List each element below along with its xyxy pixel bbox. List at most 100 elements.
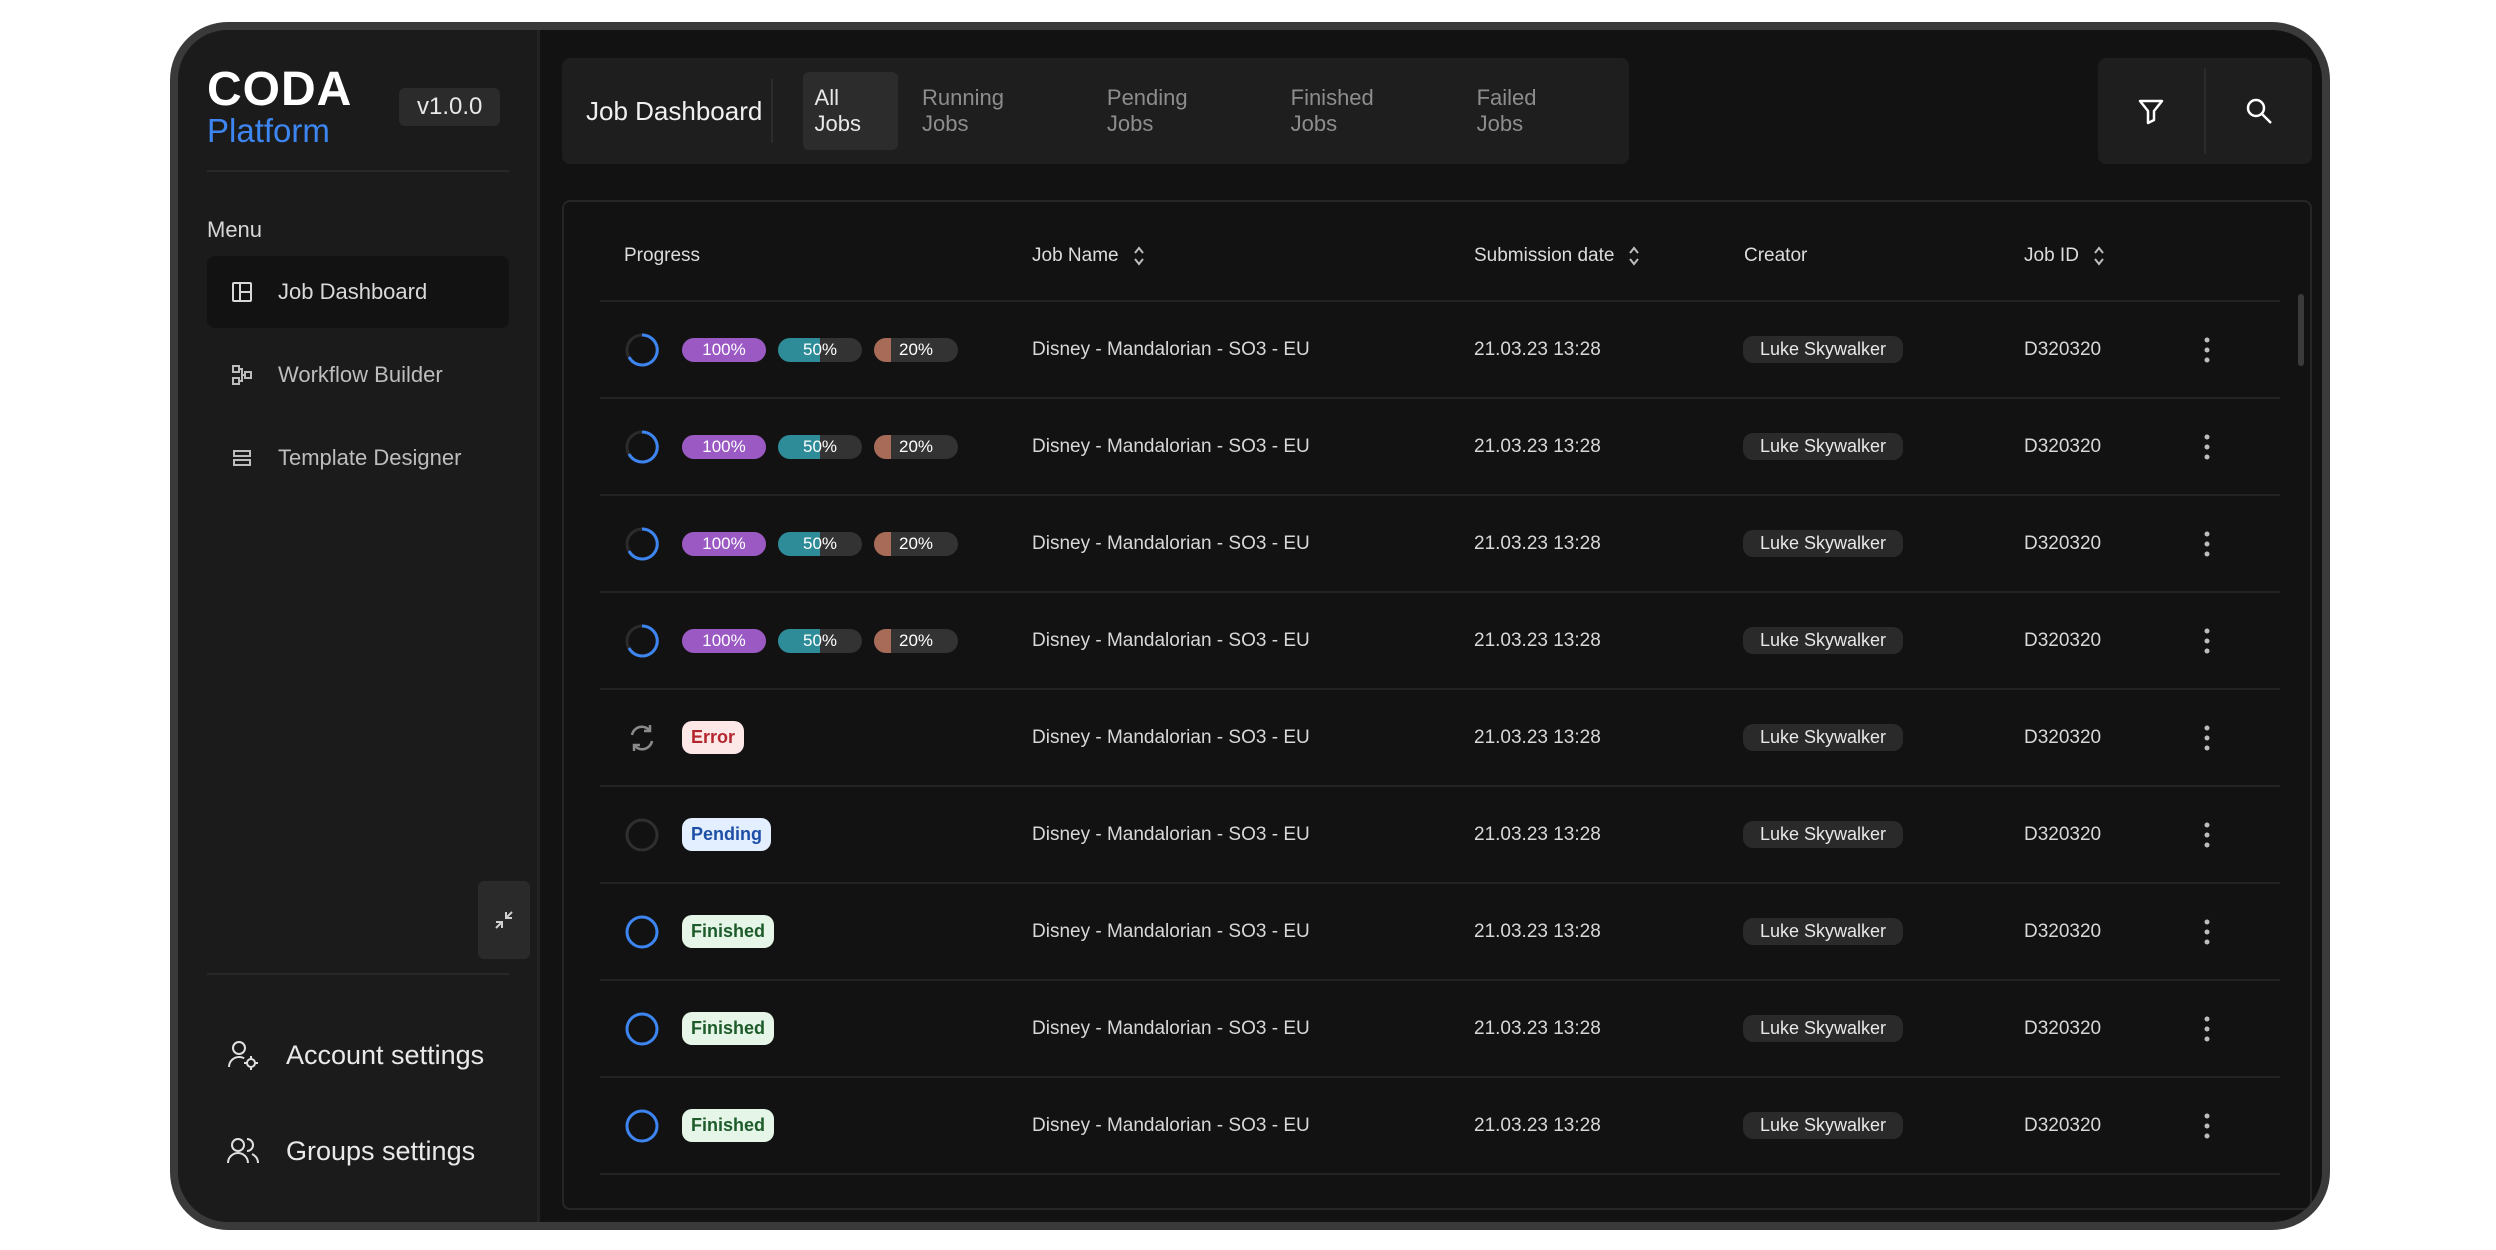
collapse-icon bbox=[495, 911, 513, 929]
table-row[interactable]: 100% 50% 20% Disney - Mandalorian - SO3 … bbox=[600, 302, 2280, 399]
sort-icon[interactable] bbox=[1133, 245, 1145, 267]
row-menu-button[interactable] bbox=[2202, 496, 2212, 591]
progress-value: 50% bbox=[802, 339, 838, 359]
progress-value: 100% bbox=[702, 436, 746, 456]
user-gear-icon bbox=[228, 1041, 258, 1070]
jobs-table: Progress Job Name Submission date Creato… bbox=[562, 200, 2312, 1210]
row-menu-button[interactable] bbox=[2202, 1078, 2212, 1173]
job-id-cell: D320320 bbox=[2024, 1114, 2102, 1136]
column-header-submission-date[interactable]: Submission date bbox=[1474, 245, 1640, 267]
row-menu-button[interactable] bbox=[2202, 399, 2212, 494]
more-vertical-icon bbox=[2204, 337, 2210, 362]
table-row[interactable]: 100% 50% 20% Disney - Mandalorian - SO3 … bbox=[600, 496, 2280, 593]
column-label: Creator bbox=[1744, 245, 1808, 266]
more-vertical-icon bbox=[2204, 434, 2210, 459]
creator-chip: Luke Skywalker bbox=[1743, 1015, 1904, 1042]
table-row[interactable]: Error Disney - Mandalorian - SO3 - EU 21… bbox=[600, 690, 2280, 787]
table-row[interactable]: Finished Disney - Mandalorian - SO3 - EU… bbox=[600, 884, 2280, 981]
account-settings-link[interactable]: Account settings bbox=[226, 1038, 484, 1072]
progress-cell: 100% 50% 20% bbox=[624, 302, 958, 397]
creator-chip: Luke Skywalker bbox=[1743, 530, 1904, 557]
status-badge-finished: Finished bbox=[682, 1012, 775, 1045]
row-menu-button[interactable] bbox=[2202, 302, 2212, 397]
column-label: Submission date bbox=[1474, 245, 1615, 266]
creator-chip: Luke Skywalker bbox=[1743, 821, 1904, 848]
progress-pill-3: 20% bbox=[874, 531, 958, 556]
tab-failed-jobs[interactable]: Failed Jobs bbox=[1476, 85, 1537, 136]
column-header-progress: Progress bbox=[624, 245, 700, 267]
brand-subname: Platform bbox=[207, 112, 330, 149]
row-menu-button[interactable] bbox=[2202, 884, 2212, 979]
progress-fill bbox=[874, 337, 891, 362]
progress-fill bbox=[778, 628, 820, 653]
row-menu-button[interactable] bbox=[2202, 690, 2212, 785]
collapse-sidebar-button[interactable] bbox=[478, 881, 530, 959]
submission-date-cell: 21.03.23 13:28 bbox=[1474, 1114, 1601, 1136]
sort-icon[interactable] bbox=[1628, 245, 1640, 267]
account-settings-label: Account settings bbox=[286, 1039, 485, 1070]
sidebar-item-workflow-builder[interactable]: Workflow Builder bbox=[207, 339, 509, 411]
sidebar-divider bbox=[207, 973, 509, 975]
column-label: Progress bbox=[624, 245, 701, 266]
groups-settings-label: Groups settings bbox=[286, 1135, 476, 1166]
creator-cell: Luke Skywalker bbox=[1743, 884, 1904, 979]
filter-icon bbox=[2138, 99, 2164, 125]
table-scrollbar[interactable] bbox=[2298, 294, 2304, 366]
header-bar: Job Dashboard All Jobs Running Jobs Pend… bbox=[562, 58, 1629, 164]
row-menu-button[interactable] bbox=[2202, 593, 2212, 688]
creator-cell: Luke Skywalker bbox=[1743, 690, 1904, 785]
progress-pill-3: 20% bbox=[874, 337, 958, 362]
tab-running-jobs[interactable]: Running Jobs bbox=[922, 85, 1004, 136]
table-row[interactable]: Finished Disney - Mandalorian - SO3 - EU… bbox=[600, 981, 2280, 1078]
progress-pill-2: 50% bbox=[778, 337, 862, 362]
table-row[interactable]: 100% 50% 20% Disney - Mandalorian - SO3 … bbox=[600, 399, 2280, 496]
creator-chip: Luke Skywalker bbox=[1743, 433, 1904, 460]
column-header-job-name[interactable]: Job Name bbox=[1032, 245, 1145, 267]
progress-pill-1: 100% bbox=[682, 337, 766, 362]
job-id-cell: D320320 bbox=[2024, 1017, 2102, 1039]
layout-icon bbox=[232, 282, 252, 302]
search-icon bbox=[2246, 98, 2272, 124]
job-name-cell: Disney - Mandalorian - SO3 - EU bbox=[1032, 920, 1310, 942]
creator-cell: Luke Skywalker bbox=[1743, 399, 1904, 494]
filter-button[interactable] bbox=[2098, 58, 2204, 164]
search-button[interactable] bbox=[2206, 58, 2312, 164]
tab-finished-jobs[interactable]: Finished Jobs bbox=[1290, 85, 1374, 136]
submission-date-cell: 21.03.23 13:28 bbox=[1474, 823, 1601, 845]
toolbar bbox=[2098, 58, 2312, 164]
progress-fill bbox=[778, 434, 820, 459]
tab-pending-jobs[interactable]: Pending Jobs bbox=[1106, 85, 1188, 136]
column-header-creator: Creator bbox=[1744, 245, 1807, 267]
row-menu-button[interactable] bbox=[2202, 981, 2212, 1076]
brand-name: CODA bbox=[207, 63, 353, 116]
progress-value: 50% bbox=[802, 630, 838, 650]
progress-spinner-icon bbox=[625, 332, 659, 366]
app-screen: CODA Platform v1.0.0 Menu Job Dashboard … bbox=[178, 30, 2322, 1222]
sidebar-item-template-designer[interactable]: Template Designer bbox=[207, 422, 509, 494]
creator-cell: Luke Skywalker bbox=[1743, 593, 1904, 688]
submission-date-cell: 21.03.23 13:28 bbox=[1474, 726, 1601, 748]
sidebar-item-job-dashboard[interactable]: Job Dashboard bbox=[207, 256, 509, 328]
job-id-cell: D320320 bbox=[2024, 726, 2102, 748]
progress-value: 20% bbox=[898, 630, 934, 650]
job-id-cell: D320320 bbox=[2024, 435, 2102, 457]
more-vertical-icon bbox=[2204, 1113, 2210, 1138]
job-id-cell: D320320 bbox=[2024, 920, 2102, 942]
progress-cell: Finished bbox=[624, 884, 775, 979]
more-vertical-icon bbox=[2204, 822, 2210, 847]
retry-icon[interactable] bbox=[624, 720, 660, 756]
progress-fill bbox=[682, 628, 766, 653]
row-menu-button[interactable] bbox=[2202, 787, 2212, 882]
column-header-job-id[interactable]: Job ID bbox=[2024, 245, 2105, 267]
progress-cell: Error bbox=[624, 690, 745, 785]
table-row[interactable]: 100% 50% 20% Disney - Mandalorian - SO3 … bbox=[600, 593, 2280, 690]
table-row[interactable]: Finished Disney - Mandalorian - SO3 - EU… bbox=[600, 1078, 2280, 1175]
sidebar-item-label: Template Designer bbox=[278, 445, 462, 470]
submission-date-cell: 21.03.23 13:28 bbox=[1474, 629, 1601, 651]
tab-all-jobs[interactable]: All Jobs bbox=[802, 72, 899, 150]
table-row[interactable]: Pending Disney - Mandalorian - SO3 - EU … bbox=[600, 787, 2280, 884]
finished-circle-icon bbox=[625, 1109, 659, 1142]
sort-icon[interactable] bbox=[2093, 245, 2105, 267]
groups-settings-link[interactable]: Groups settings bbox=[226, 1134, 475, 1168]
progress-value: 100% bbox=[702, 630, 746, 650]
